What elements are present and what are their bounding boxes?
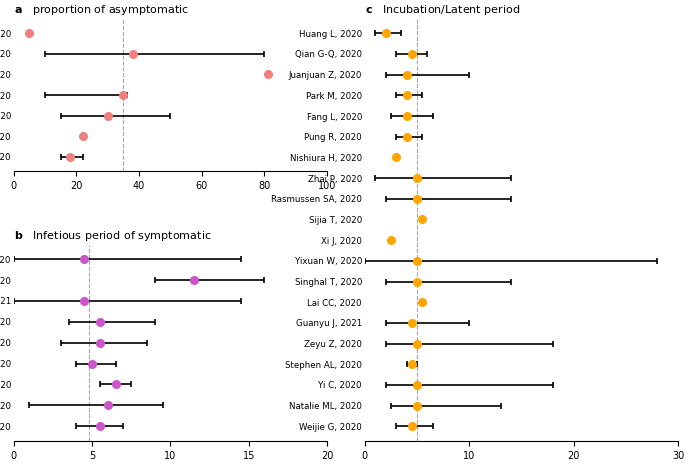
Text: $\mathbf{a}$   proportion of asymptomatic: $\mathbf{a}$ proportion of asymptomatic — [14, 3, 188, 17]
Text: $\mathbf{c}$   Incubation/Latent period: $\mathbf{c}$ Incubation/Latent period — [364, 3, 520, 17]
Text: $\mathbf{b}$   Infetious period of symptomatic: $\mathbf{b}$ Infetious period of symptom… — [14, 229, 211, 243]
